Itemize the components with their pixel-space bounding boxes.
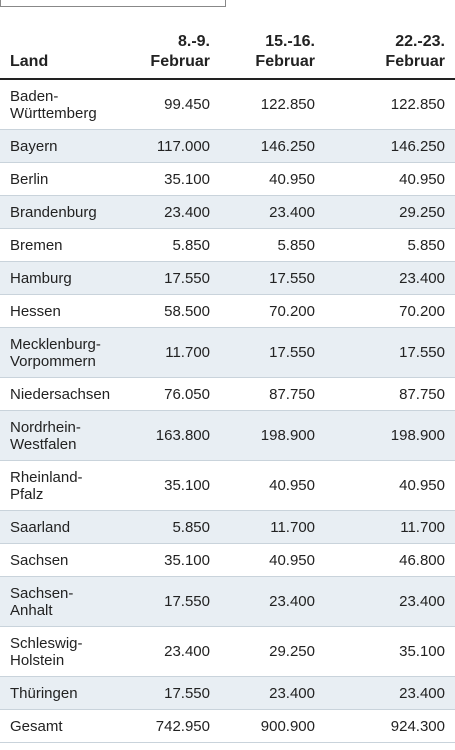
value-cell: 40.950	[220, 162, 325, 196]
column-header: Land	[0, 8, 138, 80]
state-name: Brandenburg	[0, 195, 138, 229]
table-row: Brandenburg 23.400 23.400 29.250	[0, 195, 455, 229]
value-cell: 17.550	[138, 261, 220, 295]
value-cell: 146.250	[325, 129, 455, 163]
table-row: Schleswig- Holstein 23.400 29.250 35.100	[0, 626, 455, 677]
value-cell: 5.850	[138, 228, 220, 262]
state-name: Niedersachsen	[0, 377, 138, 411]
table-row: Rheinland- Pfalz 35.100 40.950 40.950	[0, 460, 455, 511]
column-header: 15.-16. Februar	[220, 8, 325, 80]
table-row: Bayern 117.000 146.250 146.250	[0, 129, 455, 163]
state-name: Gesamt	[0, 709, 138, 743]
value-cell: 23.400	[220, 576, 325, 627]
value-cell: 87.750	[325, 377, 455, 411]
state-name: Hessen	[0, 294, 138, 328]
table-row: Thüringen 17.550 23.400 23.400	[0, 676, 455, 710]
state-name: Sachsen- Anhalt	[0, 576, 138, 627]
state-name: Thüringen	[0, 676, 138, 710]
value-cell: 163.800	[138, 410, 220, 461]
column-header: 22.-23. Februar	[325, 8, 455, 80]
state-name: Schleswig- Holstein	[0, 626, 138, 677]
state-name: Rheinland- Pfalz	[0, 460, 138, 511]
value-cell: 5.850	[138, 510, 220, 544]
value-cell: 198.900	[325, 410, 455, 461]
table-row: Bremen 5.850 5.850 5.850	[0, 228, 455, 262]
state-name: Sachsen	[0, 543, 138, 577]
value-cell: 35.100	[138, 460, 220, 511]
value-cell: 117.000	[138, 129, 220, 163]
table-row: Hessen 58.500 70.200 70.200	[0, 294, 455, 328]
value-cell: 23.400	[220, 676, 325, 710]
value-cell: 23.400	[138, 195, 220, 229]
value-cell: 29.250	[220, 626, 325, 677]
value-cell: 5.850	[220, 228, 325, 262]
table-row: Nordrhein- Westfalen 163.800 198.900 198.90…	[0, 410, 455, 461]
value-cell: 70.200	[325, 294, 455, 328]
state-name: Mecklenburg- Vorpommern	[0, 327, 138, 378]
value-cell: 23.400	[325, 676, 455, 710]
value-cell: 29.250	[325, 195, 455, 229]
value-cell: 35.100	[138, 162, 220, 196]
state-name: Nordrhein- Westfalen	[0, 410, 138, 461]
value-cell: 35.100	[138, 543, 220, 577]
tab-fragment	[0, 0, 226, 7]
value-cell: 46.800	[325, 543, 455, 577]
column-header: 8.-9. Februar	[138, 8, 220, 80]
state-name: Bremen	[0, 228, 138, 262]
table-row: Sachsen- Anhalt 17.550 23.400 23.400	[0, 576, 455, 627]
value-cell: 5.850	[325, 228, 455, 262]
value-cell: 17.550	[138, 576, 220, 627]
value-cell: 70.200	[220, 294, 325, 328]
table-row: Baden- Württemberg 99.450 122.850 122.850	[0, 79, 455, 130]
value-cell: 87.750	[220, 377, 325, 411]
value-cell: 17.550	[220, 261, 325, 295]
value-cell: 40.950	[220, 460, 325, 511]
table-row: Gesamt 742.950 900.900 924.300	[0, 709, 455, 743]
value-cell: 40.950	[325, 162, 455, 196]
state-name: Berlin	[0, 162, 138, 196]
value-cell: 17.550	[220, 327, 325, 378]
value-cell: 23.400	[325, 576, 455, 627]
value-cell: 17.550	[325, 327, 455, 378]
value-cell: 11.700	[220, 510, 325, 544]
value-cell: 742.950	[138, 709, 220, 743]
header-row: Land 8.-9. Februar 15.-16. Februar 22.-23. …	[0, 8, 455, 80]
value-cell: 76.050	[138, 377, 220, 411]
value-cell: 58.500	[138, 294, 220, 328]
table-row: Mecklenburg- Vorpommern 11.700 17.550 17.55…	[0, 327, 455, 378]
value-cell: 11.700	[325, 510, 455, 544]
table-row: Sachsen 35.100 40.950 46.800	[0, 543, 455, 577]
value-cell: 11.700	[138, 327, 220, 378]
table-row: Saarland 5.850 11.700 11.700	[0, 510, 455, 544]
table-row: Hamburg 17.550 17.550 23.400	[0, 261, 455, 295]
value-cell: 198.900	[220, 410, 325, 461]
value-cell: 122.850	[220, 79, 325, 130]
value-cell: 40.950	[325, 460, 455, 511]
value-cell: 23.400	[220, 195, 325, 229]
value-cell: 40.950	[220, 543, 325, 577]
value-cell: 122.850	[325, 79, 455, 130]
value-cell: 146.250	[220, 129, 325, 163]
value-cell: 17.550	[138, 676, 220, 710]
state-name: Hamburg	[0, 261, 138, 295]
state-name: Bayern	[0, 129, 138, 163]
value-cell: 23.400	[138, 626, 220, 677]
state-name: Saarland	[0, 510, 138, 544]
table-body: Baden- Württemberg 99.450 122.850 122.850 Ba…	[0, 79, 455, 743]
value-cell: 900.900	[220, 709, 325, 743]
value-cell: 924.300	[325, 709, 455, 743]
value-cell: 99.450	[138, 79, 220, 130]
value-cell: 23.400	[325, 261, 455, 295]
table-row: Niedersachsen 76.050 87.750 87.750	[0, 377, 455, 411]
data-table: Land 8.-9. Februar 15.-16. Februar 22.-23. …	[0, 8, 455, 743]
value-cell: 35.100	[325, 626, 455, 677]
state-name: Baden- Württemberg	[0, 79, 138, 130]
table-row: Berlin 35.100 40.950 40.950	[0, 162, 455, 196]
